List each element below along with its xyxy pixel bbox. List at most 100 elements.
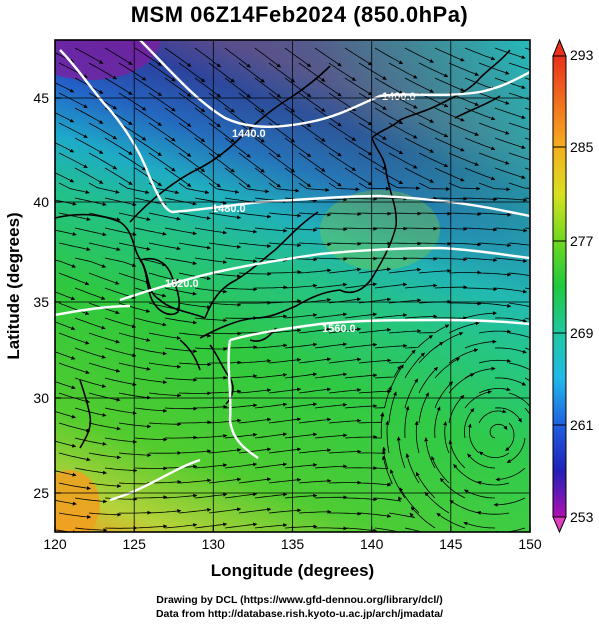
streamline xyxy=(404,167,434,183)
streamline xyxy=(268,182,300,193)
streamline xyxy=(134,347,167,356)
streamline xyxy=(268,328,302,334)
streamline xyxy=(494,257,528,263)
streamline xyxy=(134,407,168,413)
streamline xyxy=(164,107,192,127)
streamline xyxy=(329,511,362,516)
streamline xyxy=(88,272,120,285)
streamline xyxy=(134,137,162,157)
streamline xyxy=(344,77,373,96)
streamline xyxy=(434,357,461,379)
streamline xyxy=(358,182,390,191)
x-tick-120: 120 xyxy=(43,536,67,552)
streamline xyxy=(449,500,480,514)
streamline xyxy=(284,227,318,232)
streamline xyxy=(149,479,182,484)
streamline xyxy=(194,404,228,409)
streamline xyxy=(148,212,181,221)
streamline xyxy=(328,357,362,364)
streamline xyxy=(208,302,242,307)
streamline xyxy=(148,152,176,172)
streamline xyxy=(358,62,387,80)
streamline xyxy=(298,122,326,142)
streamline xyxy=(404,226,438,231)
streamline xyxy=(505,422,515,452)
streamline xyxy=(224,257,258,264)
streamline xyxy=(404,47,434,63)
streamline xyxy=(208,477,242,484)
streamline xyxy=(268,477,302,484)
streamline xyxy=(448,182,481,191)
streamline xyxy=(178,92,206,113)
streamline xyxy=(494,317,528,323)
streamline xyxy=(508,152,530,161)
streamline xyxy=(55,142,75,153)
streamline xyxy=(118,510,152,515)
streamline xyxy=(74,107,104,124)
streamline xyxy=(58,422,91,433)
streamline xyxy=(314,257,348,261)
streamline xyxy=(88,422,121,431)
x-tick-135: 135 xyxy=(281,536,305,552)
streamline xyxy=(194,47,221,68)
streamline xyxy=(404,77,434,93)
streamline xyxy=(58,152,88,169)
streamline xyxy=(284,283,318,289)
streamline xyxy=(194,522,228,529)
streamline xyxy=(418,392,429,424)
streamline xyxy=(74,257,106,268)
streamline xyxy=(164,406,198,411)
streamline xyxy=(439,477,466,499)
streamline xyxy=(328,62,357,81)
streamline xyxy=(464,137,496,151)
streamline xyxy=(148,509,182,514)
streamline xyxy=(478,92,510,105)
streamline xyxy=(238,417,272,424)
streamline xyxy=(224,47,251,68)
streamline xyxy=(178,152,206,173)
streamline xyxy=(148,62,176,82)
streamline xyxy=(74,437,107,446)
streamline xyxy=(268,242,302,248)
streamline xyxy=(358,389,392,394)
streamline xyxy=(494,407,522,423)
streamline xyxy=(478,409,507,424)
streamline xyxy=(88,242,121,252)
streamline xyxy=(464,47,496,61)
streamline xyxy=(508,302,530,308)
colorbar-tick-277: 277 xyxy=(570,233,594,249)
streamline xyxy=(284,372,318,379)
streamline xyxy=(478,387,511,394)
streamline xyxy=(478,358,512,364)
streamline xyxy=(194,167,221,188)
streamline xyxy=(104,167,133,186)
streamline xyxy=(449,301,482,306)
streamline xyxy=(399,487,420,514)
streamline xyxy=(134,377,168,385)
streamline xyxy=(208,389,242,394)
streamline xyxy=(178,302,212,310)
streamline xyxy=(254,107,281,128)
streamline xyxy=(238,182,270,194)
streamline xyxy=(418,241,452,246)
streamline xyxy=(314,433,348,439)
streamline xyxy=(55,381,76,390)
colorbar-tick-261: 261 xyxy=(570,417,594,433)
colorbar-tick-285: 285 xyxy=(570,139,594,155)
streamline xyxy=(463,521,496,529)
streamline xyxy=(434,107,465,122)
streamline xyxy=(118,152,147,171)
streamline xyxy=(424,437,436,469)
streamline xyxy=(410,506,436,529)
streamline xyxy=(388,267,422,274)
colorbar: 293 285 277 269 261 253 xyxy=(552,38,594,534)
streamline xyxy=(148,272,181,283)
streamline xyxy=(268,387,302,394)
streamline xyxy=(478,329,512,334)
streamline xyxy=(178,507,212,514)
streamline xyxy=(164,377,198,382)
streamline xyxy=(224,432,258,439)
streamline xyxy=(374,77,404,95)
streamline xyxy=(418,182,451,191)
streamline xyxy=(118,182,150,195)
